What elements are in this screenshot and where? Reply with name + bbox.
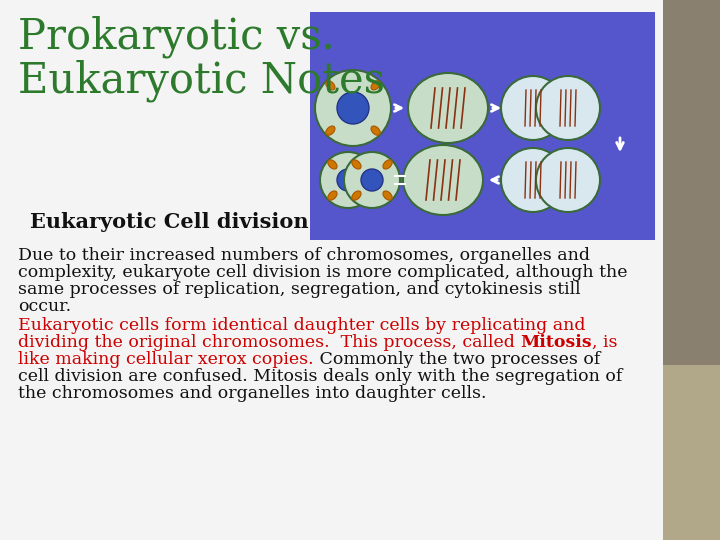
Bar: [310, 12, 655, 240]
Ellipse shape: [320, 152, 376, 208]
Text: complexity, eukaryote cell division is more complicated, although the: complexity, eukaryote cell division is m…: [18, 264, 628, 281]
Text: like making cellular xerox copies.: like making cellular xerox copies.: [18, 351, 314, 368]
Text: Mitosis: Mitosis: [521, 334, 592, 351]
Text: Eukaryotic Notes: Eukaryotic Notes: [18, 60, 385, 103]
Ellipse shape: [352, 160, 361, 169]
Text: cell division are confused. Mitosis deals only with the segregation of: cell division are confused. Mitosis deal…: [18, 368, 622, 385]
Bar: [663, 365, 720, 540]
Text: , is: , is: [592, 334, 618, 351]
Circle shape: [337, 92, 369, 124]
Text: Mitosis: Mitosis: [521, 334, 592, 351]
Ellipse shape: [359, 160, 368, 169]
Ellipse shape: [315, 70, 391, 146]
Text: same processes of replication, segregation, and cytokinesis still: same processes of replication, segregati…: [18, 281, 580, 298]
Text: occur.: occur.: [18, 298, 71, 315]
Ellipse shape: [344, 152, 400, 208]
Ellipse shape: [383, 160, 392, 169]
Bar: [663, 0, 720, 365]
Circle shape: [361, 169, 383, 191]
Ellipse shape: [352, 191, 361, 200]
Ellipse shape: [403, 145, 483, 215]
Ellipse shape: [536, 148, 600, 212]
Text: Due to their increased numbers of chromosomes, organelles and: Due to their increased numbers of chromo…: [18, 247, 590, 264]
Text: like making cellular xerox copies.: like making cellular xerox copies.: [18, 351, 314, 368]
Ellipse shape: [501, 148, 565, 212]
Text: Commonly the two processes of: Commonly the two processes of: [314, 351, 600, 368]
Ellipse shape: [328, 160, 337, 169]
Ellipse shape: [536, 76, 600, 140]
Ellipse shape: [371, 126, 380, 135]
Ellipse shape: [408, 73, 488, 143]
Text: the chromosomes and organelles into daughter cells.: the chromosomes and organelles into daug…: [18, 385, 487, 402]
Ellipse shape: [383, 191, 392, 200]
Ellipse shape: [328, 191, 337, 200]
Ellipse shape: [359, 191, 368, 200]
Text: Eukaryotic Cell division: Eukaryotic Cell division: [30, 212, 309, 232]
Text: dividing the original chromosomes.  This process, called: dividing the original chromosomes. This …: [18, 334, 521, 351]
Ellipse shape: [325, 126, 335, 135]
Text: dividing the original chromosomes.  This process, called: dividing the original chromosomes. This …: [18, 334, 521, 351]
Ellipse shape: [501, 76, 565, 140]
Ellipse shape: [325, 81, 335, 90]
Circle shape: [337, 169, 359, 191]
Text: Prokaryotic vs.: Prokaryotic vs.: [18, 15, 335, 57]
Text: Eukaryotic cells form identical daughter cells by replicating and: Eukaryotic cells form identical daughter…: [18, 317, 585, 334]
Ellipse shape: [371, 81, 380, 90]
